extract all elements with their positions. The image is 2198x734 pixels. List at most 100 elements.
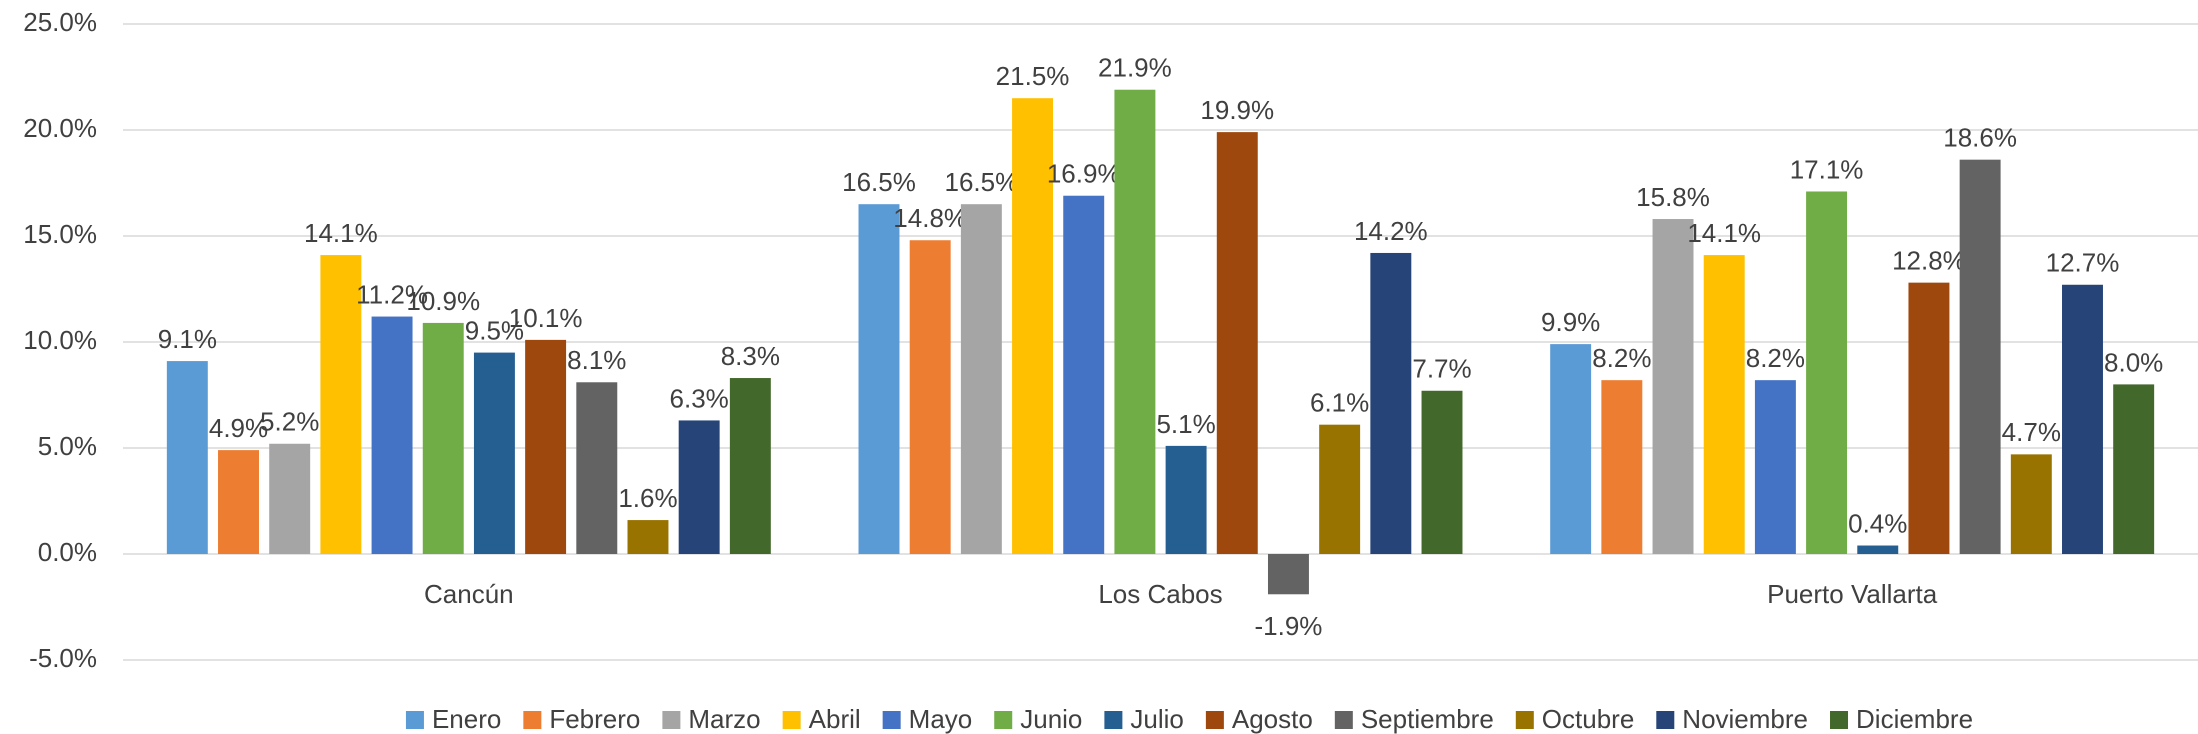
bar — [1703, 255, 1745, 554]
data-label: 21.5% — [996, 61, 1070, 91]
bar — [1165, 445, 1207, 554]
bar — [1319, 424, 1361, 554]
bar — [729, 378, 771, 554]
bar — [1012, 98, 1054, 554]
legend-label: Abril — [809, 704, 861, 734]
data-label: 8.1% — [567, 345, 626, 375]
bar — [2062, 284, 2103, 554]
data-label: 10.1% — [509, 303, 583, 333]
data-label: 14.2% — [1354, 216, 1428, 246]
bar — [2010, 454, 2052, 554]
data-label: -1.9% — [1254, 611, 1322, 641]
legend-swatch — [662, 711, 681, 729]
bar — [1806, 191, 1848, 555]
bar — [627, 520, 669, 554]
legend-label: Octubre — [1542, 704, 1635, 734]
bar — [1959, 159, 2001, 554]
bar — [1857, 545, 1899, 554]
bar — [1370, 252, 1412, 554]
data-label: 12.7% — [2046, 248, 2120, 278]
bar — [1421, 390, 1463, 554]
data-label: 17.1% — [1790, 154, 1864, 184]
x-tick-label: Cancún — [424, 579, 514, 609]
x-tick-label: Los Cabos — [1098, 579, 1222, 609]
data-label: 16.5% — [944, 167, 1018, 197]
bar — [525, 339, 567, 554]
data-label: 9.9% — [1541, 307, 1600, 337]
legend-label: Noviembre — [1682, 704, 1808, 734]
legend-swatch — [1515, 711, 1534, 729]
legend-label: Enero — [432, 704, 501, 734]
data-label: 0.4% — [1848, 508, 1907, 538]
bar — [960, 204, 1002, 554]
bar — [2113, 384, 2155, 554]
bar — [371, 316, 413, 554]
y-tick-label: 15.0% — [23, 219, 97, 249]
legend-label: Febrero — [549, 704, 640, 734]
data-label: 4.9% — [209, 413, 268, 443]
data-label: 6.1% — [1310, 388, 1369, 418]
data-label: 6.3% — [670, 383, 729, 413]
legend-label: Julio — [1130, 704, 1183, 734]
y-tick-label: 25.0% — [23, 7, 97, 37]
bar — [166, 361, 208, 554]
y-tick-label: -5.0% — [29, 643, 97, 673]
legend-swatch — [1334, 711, 1353, 729]
data-label: 10.9% — [406, 286, 480, 316]
legend-swatch — [782, 711, 801, 729]
data-label: 8.2% — [1592, 343, 1651, 373]
data-label: 18.6% — [1943, 123, 2017, 153]
data-label: 8.3% — [721, 341, 780, 371]
data-label: 9.5% — [465, 315, 524, 345]
y-tick-label: 20.0% — [23, 113, 97, 143]
data-label: 8.2% — [1746, 343, 1805, 373]
legend-swatch — [1205, 711, 1224, 729]
bar — [218, 450, 259, 554]
bar — [1216, 132, 1258, 554]
bar — [320, 255, 362, 554]
data-label: 21.9% — [1098, 53, 1172, 83]
data-label: 5.1% — [1156, 409, 1215, 439]
bar — [1601, 380, 1643, 554]
bar — [1063, 195, 1105, 554]
legend-swatch — [1830, 711, 1849, 729]
legend-label: Septiembre — [1361, 704, 1494, 734]
y-tick-label: 10.0% — [23, 325, 97, 355]
bar — [1267, 554, 1309, 595]
legend-label: Mayo — [909, 704, 973, 734]
data-label: 8.0% — [2104, 347, 2163, 377]
bar — [1652, 219, 1694, 555]
legend-swatch — [523, 711, 542, 729]
legend-swatch — [1104, 711, 1123, 729]
legend-swatch — [994, 711, 1013, 729]
bar — [576, 382, 618, 554]
bar — [1550, 344, 1592, 554]
bar — [473, 352, 515, 554]
data-label: 16.9% — [1047, 159, 1121, 189]
bar — [269, 443, 311, 554]
legend-label: Marzo — [688, 704, 760, 734]
legend-swatch — [1656, 711, 1675, 729]
bar — [1114, 89, 1156, 554]
data-label: 11.2% — [356, 279, 428, 309]
legend-swatch — [405, 711, 424, 729]
data-label: 19.9% — [1200, 95, 1274, 125]
x-tick-label: Puerto Vallarta — [1767, 579, 1938, 609]
data-label: 7.7% — [1412, 354, 1471, 384]
legend-label: Diciembre — [1856, 704, 1973, 734]
bar — [422, 322, 464, 554]
data-label: 12.8% — [1892, 246, 1966, 276]
bar — [678, 420, 720, 554]
bar — [1754, 380, 1796, 554]
legend-label: Agosto — [1232, 704, 1313, 734]
y-tick-label: 5.0% — [38, 431, 97, 461]
data-label: 14.1% — [1687, 218, 1761, 248]
bar — [858, 204, 900, 554]
data-label: 4.7% — [2002, 417, 2061, 447]
data-label: 1.6% — [618, 483, 677, 513]
data-label: 16.5% — [842, 167, 916, 197]
data-label: 15.8% — [1636, 182, 1710, 212]
data-label: 5.2% — [260, 407, 319, 437]
